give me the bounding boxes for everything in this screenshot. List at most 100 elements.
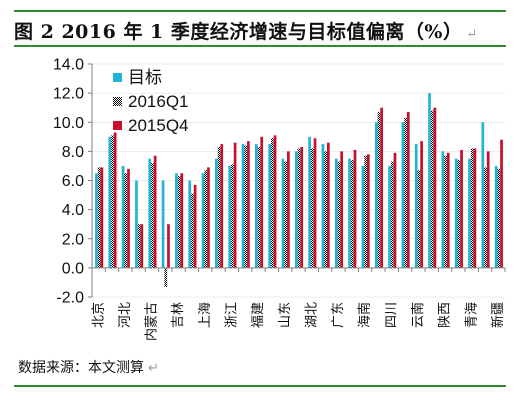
bar-q1_2016-浙江 bbox=[231, 164, 234, 268]
data-source-note: 数据来源：本文测算 ↵ bbox=[18, 360, 159, 376]
y-tick-label: 8.0 bbox=[62, 144, 84, 161]
x-tick-label: 海南 bbox=[357, 302, 373, 328]
bar-target-陕西 bbox=[441, 151, 445, 268]
bar-target-福建 bbox=[254, 144, 258, 268]
bar-q4_2015-上海 bbox=[207, 167, 210, 268]
bar-target-河北 bbox=[121, 165, 125, 268]
bar-target-青海 bbox=[468, 158, 471, 268]
bar-q4_2015-安徽 bbox=[247, 141, 250, 268]
bar-target-北京 bbox=[95, 173, 98, 268]
x-tick-label: 新疆 bbox=[490, 302, 506, 328]
bar-q4_2015-广东 bbox=[340, 151, 344, 268]
x-tick-label: 河北 bbox=[118, 302, 133, 328]
bar-q4_2015-河北 bbox=[127, 168, 130, 268]
bar-q4_2015-新疆 bbox=[500, 139, 503, 268]
bar-q1_2016-云南 bbox=[417, 170, 421, 268]
bar-q1_2016-青海 bbox=[470, 148, 474, 268]
bar-q1_2016-天津 bbox=[111, 135, 114, 268]
x-tick-label: 北京 bbox=[91, 302, 106, 328]
bar-target-海南 bbox=[361, 165, 365, 268]
bar-q4_2015-西藏 bbox=[433, 107, 437, 268]
bar-q4_2015-山西 bbox=[140, 224, 144, 268]
bar-target-上海 bbox=[201, 173, 205, 268]
bar-q4_2015-湖北 bbox=[313, 138, 317, 268]
bar-q1_2016-湖北 bbox=[310, 148, 314, 268]
bar-q4_2015-江苏 bbox=[220, 144, 224, 268]
bar-q1_2016-江苏 bbox=[217, 147, 221, 268]
bar-q1_2016-贵州 bbox=[404, 117, 407, 268]
bar-q4_2015-陕西 bbox=[446, 152, 450, 268]
bar-q1_2016-广东 bbox=[337, 161, 341, 268]
top-rule bbox=[14, 10, 506, 12]
bar-q1_2016-甘肃 bbox=[457, 160, 461, 268]
y-tick-label: 14.0 bbox=[53, 57, 84, 74]
bar-q1_2016-江西 bbox=[271, 138, 274, 268]
bar-target-吉林 bbox=[175, 173, 178, 268]
bar-q4_2015-湖南 bbox=[327, 142, 330, 268]
bar-q1_2016-山西 bbox=[137, 224, 141, 268]
bar-target-四川 bbox=[388, 165, 391, 268]
bar-target-宁夏 bbox=[481, 122, 485, 268]
x-tick-label: 广东 bbox=[331, 302, 346, 328]
bar-target-黑龙江 bbox=[188, 180, 192, 268]
x-tick-labels: 北京 河北 内蒙古 吉林 上海 浙江 福建 山东 湖北 广东 海南 四川 云南 陕西 青海 新疆 bbox=[91, 302, 506, 341]
bar-target-广东 bbox=[334, 158, 338, 268]
bar-target-西藏 bbox=[428, 93, 431, 268]
bar-q4_2015-宁夏 bbox=[486, 151, 490, 268]
bar-q4_2015-四川 bbox=[393, 152, 397, 268]
x-tick-label: 山东 bbox=[278, 302, 293, 328]
bar-q1_2016-福建 bbox=[257, 147, 261, 268]
bar-q1_2016-安徽 bbox=[244, 145, 248, 268]
axes bbox=[88, 63, 506, 298]
bar-q1_2016-湖南 bbox=[324, 151, 327, 268]
x-tick-label: 青海 bbox=[464, 302, 479, 328]
bottom-rule bbox=[14, 385, 506, 387]
paragraph-mark-icon: ↵ bbox=[148, 361, 159, 376]
bar-q4_2015-甘肃 bbox=[460, 149, 463, 268]
x-tick-label: 吉林 bbox=[171, 302, 186, 328]
bar-target-云南 bbox=[414, 144, 418, 268]
legend-label-q1_2016: 2016Q1 bbox=[128, 92, 189, 111]
bar-q4_2015-黑龙江 bbox=[193, 184, 197, 268]
bar-q4_2015-浙江 bbox=[233, 142, 237, 268]
bar-q1_2016-新疆 bbox=[497, 168, 501, 268]
bar-target-广西 bbox=[348, 158, 351, 268]
bar-target-湖北 bbox=[308, 136, 311, 268]
y-tick-labels: 14.0 12.0 10.0 8.0 6.0 4.0 2.0 0.0 -2.0 bbox=[53, 57, 84, 307]
bar-q4_2015-重庆 bbox=[380, 107, 383, 268]
x-tick-label: 云南 bbox=[410, 302, 426, 328]
y-tick-label: 12.0 bbox=[53, 86, 84, 103]
bar-q1_2016-广西 bbox=[350, 160, 354, 268]
bars bbox=[95, 93, 503, 287]
legend-label-q4_2015: 2015Q4 bbox=[128, 116, 189, 135]
x-tick-label: 福建 bbox=[251, 302, 266, 328]
bar-q1_2016-辽宁 bbox=[164, 267, 168, 287]
x-tick-label: 内蒙古 bbox=[144, 302, 160, 341]
legend-swatch-q4_2015 bbox=[113, 121, 122, 130]
bar-q1_2016-河南 bbox=[297, 148, 301, 268]
title-underline bbox=[14, 45, 506, 47]
x-tick-label: 四川 bbox=[384, 302, 399, 328]
bar-q1_2016-陕西 bbox=[444, 155, 447, 268]
bar-q4_2015-云南 bbox=[420, 141, 423, 268]
bar-target-江苏 bbox=[215, 158, 218, 268]
bar-q1_2016-四川 bbox=[390, 161, 394, 268]
bar-target-天津 bbox=[108, 136, 112, 268]
bar-target-湖南 bbox=[321, 144, 325, 268]
bar-target-甘肃 bbox=[454, 158, 458, 268]
bar-q1_2016-海南 bbox=[364, 155, 367, 268]
legend-swatch-target bbox=[113, 73, 122, 82]
x-tick-label: 陕西 bbox=[438, 302, 453, 328]
chart-title: 图 2 2016 年 1 季度经济增速与目标值偏离（%） ↵ bbox=[14, 21, 478, 43]
x-tick-label: 浙江 bbox=[224, 302, 239, 328]
bar-q4_2015-福建 bbox=[260, 136, 264, 268]
bar-q4_2015-贵州 bbox=[406, 112, 410, 268]
x-tick-label: 湖北 bbox=[304, 302, 319, 328]
y-tick-label: 6.0 bbox=[62, 173, 84, 190]
bar-q4_2015-吉林 bbox=[180, 173, 184, 268]
bar-target-山西 bbox=[135, 180, 138, 268]
bar-target-江西 bbox=[268, 144, 271, 268]
bar-q4_2015-河南 bbox=[300, 147, 304, 268]
bar-q4_2015-内蒙古 bbox=[153, 155, 157, 268]
